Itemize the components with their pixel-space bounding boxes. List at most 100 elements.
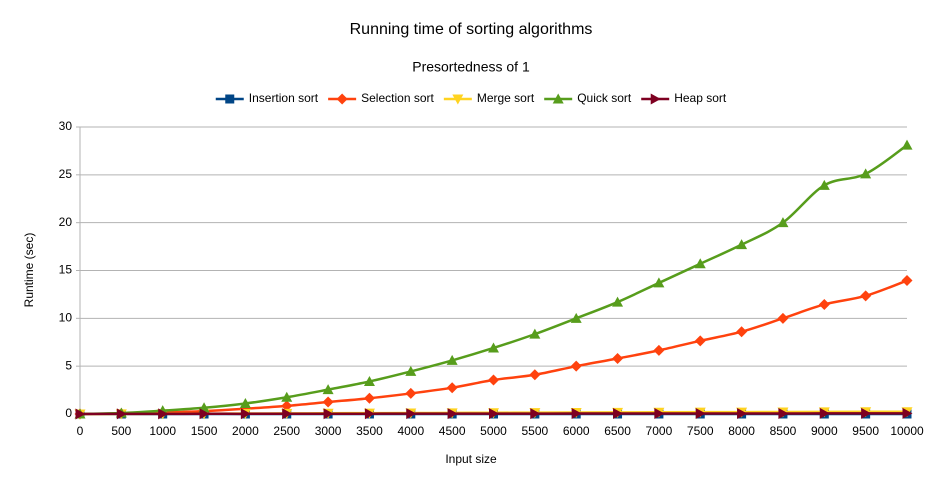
marker [452, 94, 464, 105]
x-tick-label: 5500 [521, 424, 548, 438]
marker [571, 408, 582, 420]
marker [282, 408, 293, 420]
marker [777, 217, 789, 228]
marker [818, 298, 830, 310]
marker [323, 408, 334, 420]
marker [529, 328, 541, 339]
marker [446, 382, 458, 394]
marker [489, 408, 499, 420]
x-axis-label: Input size [445, 452, 497, 466]
marker [613, 408, 624, 420]
marker [405, 365, 417, 376]
x-tick-label: 2000 [232, 424, 259, 438]
x-tick-label: 8000 [728, 424, 755, 438]
marker [901, 275, 913, 287]
marker [901, 139, 913, 150]
y-axis-label: Runtime (sec) [22, 233, 36, 308]
marker [281, 391, 293, 402]
x-tick-label: 7000 [646, 424, 673, 438]
legend-item: Selection sort [328, 91, 435, 105]
x-tick-label: 500 [111, 424, 131, 438]
marker [860, 290, 872, 302]
x-tick-label: 1000 [149, 424, 176, 438]
marker [446, 354, 458, 365]
legend-label: Heap sort [674, 91, 727, 105]
x-tick-label: 9000 [811, 424, 838, 438]
marker [695, 408, 706, 420]
marker [736, 326, 748, 338]
x-tick-label: 4000 [397, 424, 424, 438]
marker [860, 168, 872, 179]
x-tick-label: 0 [77, 424, 84, 438]
x-tick-label: 9500 [852, 424, 879, 438]
legend: Insertion sort Selection sort Merge sort Qu… [215, 91, 727, 105]
marker [281, 400, 293, 412]
marker [158, 408, 169, 420]
marker [363, 392, 375, 404]
marker [529, 369, 541, 381]
x-tick-label: 2500 [273, 424, 300, 438]
x-tick-label: 7500 [687, 424, 714, 438]
marker [199, 408, 210, 420]
marker [818, 179, 830, 190]
marker [364, 408, 375, 420]
marker [654, 408, 665, 420]
x-tick-label: 5000 [480, 424, 507, 438]
marker [736, 239, 748, 250]
legend-label: Quick sort [577, 91, 632, 105]
marker [239, 397, 251, 408]
marker [322, 396, 334, 408]
marker [570, 312, 582, 323]
marker [363, 375, 375, 386]
legend-label: Merge sort [477, 91, 535, 105]
marker [653, 344, 665, 356]
legend-item: Quick sort [544, 91, 632, 105]
chart-title: Running time of sorting algorithms [350, 21, 593, 38]
x-tick-label: 3000 [315, 424, 342, 438]
marker [612, 296, 624, 307]
marker [552, 93, 564, 104]
y-tick-label: 25 [59, 167, 73, 181]
marker [694, 258, 706, 269]
marker [819, 407, 830, 419]
marker [861, 407, 872, 419]
legend-item: Heap sort [641, 91, 727, 105]
legend-item: Insertion sort [215, 91, 319, 105]
y-tick-label: 10 [59, 311, 73, 325]
x-tick-label: 10000 [890, 424, 924, 438]
marker [488, 374, 499, 386]
marker [777, 312, 789, 324]
marker [322, 384, 334, 395]
marker [75, 408, 86, 420]
marker [336, 93, 348, 105]
y-tick-label: 30 [59, 119, 73, 133]
marker [405, 387, 417, 399]
marker [653, 277, 665, 288]
y-tick-label: 15 [59, 263, 73, 277]
y-tick-label: 0 [65, 406, 72, 420]
legend-label: Selection sort [361, 91, 434, 105]
legend-item: Merge sort [443, 91, 535, 105]
x-tick-label: 6000 [563, 424, 590, 438]
marker [650, 93, 661, 105]
marker [902, 407, 913, 419]
x-tick-label: 4500 [439, 424, 466, 438]
marker [612, 353, 624, 365]
marker [447, 408, 458, 420]
chart-subtitle: Presortedness of 1 [412, 59, 530, 75]
marker [570, 360, 582, 372]
marker [737, 408, 748, 420]
marker [225, 94, 235, 104]
marker [406, 408, 417, 420]
y-tick-label: 5 [65, 358, 72, 372]
marker [778, 408, 789, 420]
x-tick-label: 3500 [356, 424, 383, 438]
legend-label: Insertion sort [249, 91, 319, 105]
marker [694, 335, 706, 347]
marker [530, 408, 541, 420]
x-tick-label: 6500 [604, 424, 631, 438]
marker [240, 408, 251, 420]
